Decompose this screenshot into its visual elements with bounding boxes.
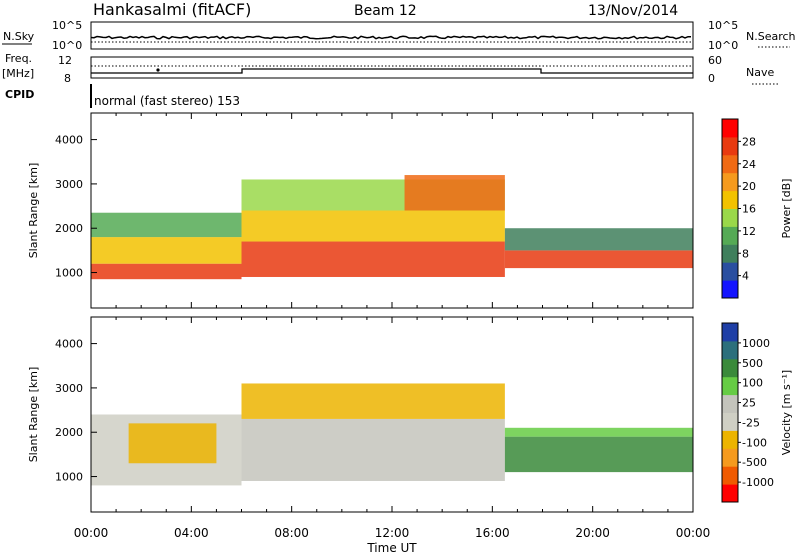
power-cbtick-label-5: 24 bbox=[742, 158, 756, 171]
time-tick-label-4: 16:00 bbox=[475, 526, 510, 540]
velocity-cbtick-label-7: -1000 bbox=[742, 476, 774, 489]
time-tick-label-5: 20:00 bbox=[575, 526, 610, 540]
power-cbtick-label-1: 8 bbox=[742, 247, 749, 260]
velocity-colorbar-cell-0 bbox=[722, 484, 738, 503]
nave-label: Nave bbox=[746, 66, 774, 79]
velocity-ytick-label-0: 1000 bbox=[55, 471, 83, 484]
power-band-1 bbox=[91, 237, 242, 264]
velocity-colorbar-cell-1 bbox=[722, 466, 738, 485]
cpid-text: normal (fast stereo) 153 bbox=[94, 94, 240, 108]
power-colorbar-cell-9 bbox=[722, 119, 738, 138]
power-colorbar-cell-5 bbox=[722, 190, 738, 209]
power-cbtick-label-2: 12 bbox=[742, 225, 756, 238]
time-tick-label-0: 00:00 bbox=[74, 526, 109, 540]
beam-title: Beam 12 bbox=[354, 3, 417, 19]
time-tick-label-3: 12:00 bbox=[375, 526, 410, 540]
velocity-ytick-label-2: 3000 bbox=[55, 382, 83, 395]
velocity-band-2 bbox=[241, 418, 505, 481]
nsearch-tick-top: 10^5 bbox=[708, 19, 738, 32]
nsky-tick-bottom: 10^0 bbox=[52, 39, 82, 52]
power-ytick-label-0: 1000 bbox=[55, 267, 83, 280]
nave-tick-top: 60 bbox=[708, 54, 722, 67]
x-axis-label: Time UT bbox=[366, 541, 417, 554]
power-band-6 bbox=[404, 175, 505, 211]
velocity-colorbar-cell-5 bbox=[722, 394, 738, 413]
date-title: 13/Nov/2014 bbox=[588, 3, 678, 19]
velocity-colorbar-cell-9 bbox=[722, 323, 738, 342]
nsky-label: N.Sky bbox=[3, 30, 35, 43]
velocity-colorbar-cell-6 bbox=[722, 376, 738, 396]
power-band-3 bbox=[241, 241, 505, 277]
time-tick-label-2: 08:00 bbox=[274, 526, 309, 540]
power-colorbar-cell-8 bbox=[722, 136, 738, 156]
velocity-panel: 1000 2000 3000 4000 Slant Range [km] 1000 500 1… bbox=[27, 316, 793, 513]
power-colorbar-cell-3 bbox=[722, 226, 738, 245]
freq-blip bbox=[156, 68, 160, 72]
velocity-colorbar-cell-8 bbox=[722, 340, 738, 360]
velocity-ytick-label-1: 2000 bbox=[55, 426, 83, 439]
velocity-cbtick-label-0: 1000 bbox=[742, 337, 770, 350]
power-ylabel: Slant Range [km] bbox=[27, 163, 40, 259]
velocity-band-4 bbox=[504, 436, 693, 473]
velocity-cbtick-label-2: 100 bbox=[742, 377, 763, 390]
power-cbtick-label-6: 28 bbox=[742, 135, 756, 148]
nsearch-label: N.Search bbox=[746, 30, 796, 43]
freq-label-2: [MHz] bbox=[2, 67, 34, 80]
velocity-ylabel: Slant Range [km] bbox=[27, 367, 40, 463]
power-colorbar-cell-2 bbox=[722, 244, 738, 263]
velocity-colorbar-cell-2 bbox=[722, 448, 738, 467]
power-colorbar-cell-1 bbox=[722, 262, 738, 281]
time-tick-label-6: 00:00 bbox=[676, 526, 711, 540]
velocity-cbtick-label-3: 25 bbox=[742, 397, 756, 410]
power-panel: 1000 2000 3000 4000 Slant Range [km] 4 8 12 16 20… bbox=[27, 112, 793, 309]
nave-tick-bottom: 0 bbox=[708, 72, 715, 85]
power-ytick-label-3: 4000 bbox=[55, 134, 83, 147]
power-cbtick-label-3: 16 bbox=[742, 203, 756, 216]
time-tick-label-1: 04:00 bbox=[174, 526, 209, 540]
velocity-colorbar-label: Velocity [m s⁻¹] bbox=[780, 370, 793, 455]
velocity-ytick-label-3: 4000 bbox=[55, 338, 83, 351]
velocity-colorbar-cell-7 bbox=[722, 358, 738, 378]
velocity-band-3 bbox=[241, 383, 505, 419]
power-ytick-label-2: 3000 bbox=[55, 178, 83, 191]
freq-tick-top: 12 bbox=[58, 54, 72, 67]
power-band-0 bbox=[91, 263, 242, 280]
power-band-7 bbox=[504, 250, 693, 269]
power-ytick-label-1: 2000 bbox=[55, 222, 83, 235]
power-band-8 bbox=[504, 228, 693, 251]
power-colorbar-cell-4 bbox=[722, 208, 738, 227]
velocity-cbtick-label-4: -25 bbox=[742, 416, 760, 429]
time-axis: 00:00 04:00 08:00 12:00 16:00 20:00 00:00 bbox=[74, 526, 711, 540]
power-colorbar-cell-7 bbox=[722, 154, 738, 174]
velocity-cbtick-label-5: -100 bbox=[742, 436, 767, 449]
power-colorbar-label: Power [dB] bbox=[780, 179, 793, 239]
freq-label-1: Freq. bbox=[5, 52, 32, 65]
cpid-label: CPID bbox=[5, 88, 34, 101]
power-colorbar-cell-6 bbox=[722, 172, 738, 192]
power-cbtick-label-4: 20 bbox=[742, 180, 756, 193]
velocity-colorbar-cell-3 bbox=[722, 430, 738, 449]
nsky-tick-top: 10^5 bbox=[52, 19, 82, 32]
velocity-band-1 bbox=[128, 423, 217, 464]
velocity-colorbar-frame bbox=[721, 322, 739, 503]
freq-series-line bbox=[91, 68, 693, 74]
power-cbtick-label-0: 4 bbox=[742, 270, 749, 283]
velocity-band-5 bbox=[504, 427, 693, 437]
velocity-colorbar-cell-4 bbox=[722, 412, 738, 431]
nsky-series-line bbox=[90, 35, 692, 40]
velocity-cbtick-label-1: 500 bbox=[742, 357, 763, 370]
freq-panel bbox=[90, 56, 694, 79]
power-band-4 bbox=[241, 210, 505, 242]
velocity-cbtick-label-6: -500 bbox=[742, 456, 767, 469]
nsky-panel bbox=[90, 21, 694, 50]
power-colorbar-cell-0 bbox=[722, 280, 738, 299]
power-band-2 bbox=[91, 212, 242, 238]
freq-tick-bottom: 8 bbox=[64, 72, 71, 85]
nsearch-tick-bottom: 10^0 bbox=[708, 39, 738, 52]
station-title: Hankasalmi (fitACF) bbox=[93, 0, 251, 19]
